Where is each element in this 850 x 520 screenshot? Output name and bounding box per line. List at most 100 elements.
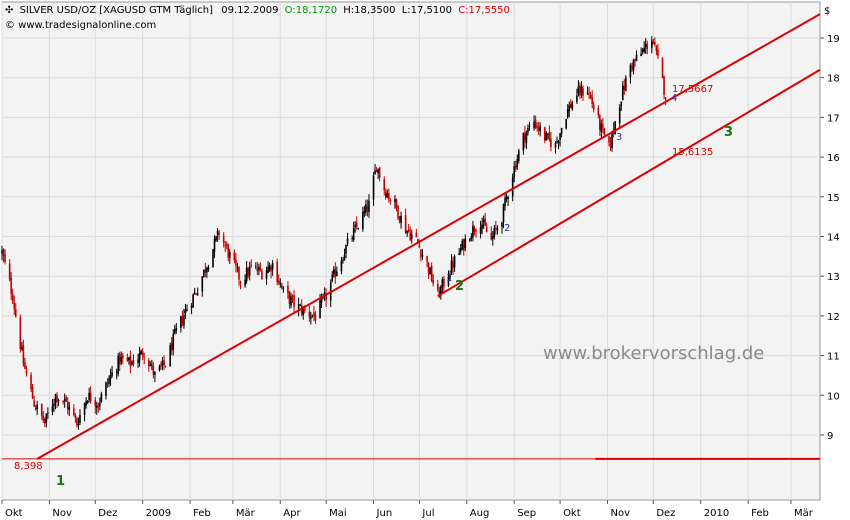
candle-body xyxy=(247,268,249,276)
candle-body xyxy=(1,250,3,254)
candle-body xyxy=(183,315,185,326)
x-tick-label: 2009 xyxy=(146,508,171,519)
candle-body xyxy=(233,252,236,261)
grid xyxy=(1,2,820,500)
trendline xyxy=(36,13,821,460)
candle-body xyxy=(534,119,537,128)
pivot-3-label: 3 xyxy=(616,132,622,143)
candle-body xyxy=(432,280,434,284)
candle-body xyxy=(248,266,251,276)
candle-body xyxy=(152,366,155,375)
candle-body xyxy=(62,400,64,403)
candle-body xyxy=(99,402,101,407)
candle-body xyxy=(100,393,103,402)
candle-body xyxy=(516,158,519,167)
candle-body xyxy=(398,216,401,222)
candle-body xyxy=(504,198,506,206)
candle-body xyxy=(245,267,248,282)
candle-body xyxy=(545,132,548,141)
candle-body xyxy=(323,292,326,296)
y-tick-label: 16 xyxy=(827,153,840,164)
candle-body xyxy=(568,105,571,112)
candle-body xyxy=(212,249,214,268)
candle-body xyxy=(501,222,503,227)
candle-body xyxy=(346,238,349,244)
candle-body xyxy=(453,256,456,268)
candle-body xyxy=(169,345,171,367)
candle-body xyxy=(602,124,604,128)
candle-body xyxy=(513,166,516,178)
candle-body xyxy=(85,401,87,406)
candle-body xyxy=(629,65,632,78)
candle-body xyxy=(94,399,97,407)
pivot-1-label: 1 xyxy=(446,273,452,284)
candle-body xyxy=(363,211,366,214)
candle-body xyxy=(352,228,355,240)
candle-body xyxy=(216,230,219,235)
candle-body xyxy=(525,132,528,144)
header-symbol: SILVER USD/OZ [XAGUSD GTM Täglich] xyxy=(20,5,214,16)
candle-body xyxy=(180,315,182,328)
candle-body xyxy=(496,228,499,231)
candle-body xyxy=(365,204,367,213)
candle-body xyxy=(550,138,552,148)
candle-body xyxy=(235,259,237,266)
candle-body xyxy=(45,413,48,423)
candle-body xyxy=(475,230,477,232)
candle-body xyxy=(224,245,227,246)
candle-body xyxy=(447,276,450,286)
x-tick-label: Nov xyxy=(610,508,630,519)
candle-body xyxy=(44,418,46,424)
x-tick-label: Feb xyxy=(751,508,769,519)
candle-body xyxy=(76,418,78,426)
candle-body xyxy=(473,227,476,232)
y-tick-label: 10 xyxy=(827,391,840,402)
candle-body xyxy=(225,243,228,246)
candle-body xyxy=(236,266,239,268)
candle-body xyxy=(383,179,386,191)
candle-body xyxy=(325,293,327,301)
trendline xyxy=(437,68,821,297)
y-tick-label: 15 xyxy=(827,193,840,204)
candle-body xyxy=(79,414,81,423)
candle-body xyxy=(154,371,156,375)
candle-body xyxy=(14,309,17,317)
candle-body xyxy=(299,304,301,306)
candle-body xyxy=(302,307,305,316)
candle-body xyxy=(410,234,413,239)
candle-body xyxy=(184,309,187,314)
candle-body xyxy=(54,394,57,403)
candle-body xyxy=(635,54,638,62)
candle-body xyxy=(175,327,178,331)
candle-body xyxy=(661,57,664,78)
header-high: H:18,3500 xyxy=(343,5,395,16)
candle-body xyxy=(141,351,144,357)
candle-body xyxy=(420,249,422,258)
candle-body xyxy=(151,364,153,366)
candle-body xyxy=(170,342,173,351)
x-tick-label: Sep xyxy=(517,508,536,519)
candle-body xyxy=(19,317,22,350)
candle-body xyxy=(129,355,132,367)
candle-body xyxy=(2,249,5,257)
candle-body xyxy=(591,97,593,104)
x-tick-label: Jul xyxy=(421,508,434,519)
x-tick-label: Apr xyxy=(283,508,301,519)
y-tick-label: 18 xyxy=(827,74,840,85)
candle-body xyxy=(522,132,525,151)
candle-body xyxy=(395,199,398,208)
candle-body xyxy=(172,334,175,350)
candle-body xyxy=(268,265,271,270)
candle-body xyxy=(614,121,616,135)
candle-body xyxy=(108,378,110,385)
plot-area xyxy=(1,1,821,501)
candle-body xyxy=(479,227,482,234)
candle-body xyxy=(462,239,465,251)
candle-body xyxy=(276,261,279,283)
candle-body xyxy=(190,306,193,308)
candle-body xyxy=(470,236,473,240)
candle-body xyxy=(282,287,285,289)
candle-body xyxy=(173,329,176,334)
candle-body xyxy=(13,302,16,309)
candle-body xyxy=(528,126,531,127)
